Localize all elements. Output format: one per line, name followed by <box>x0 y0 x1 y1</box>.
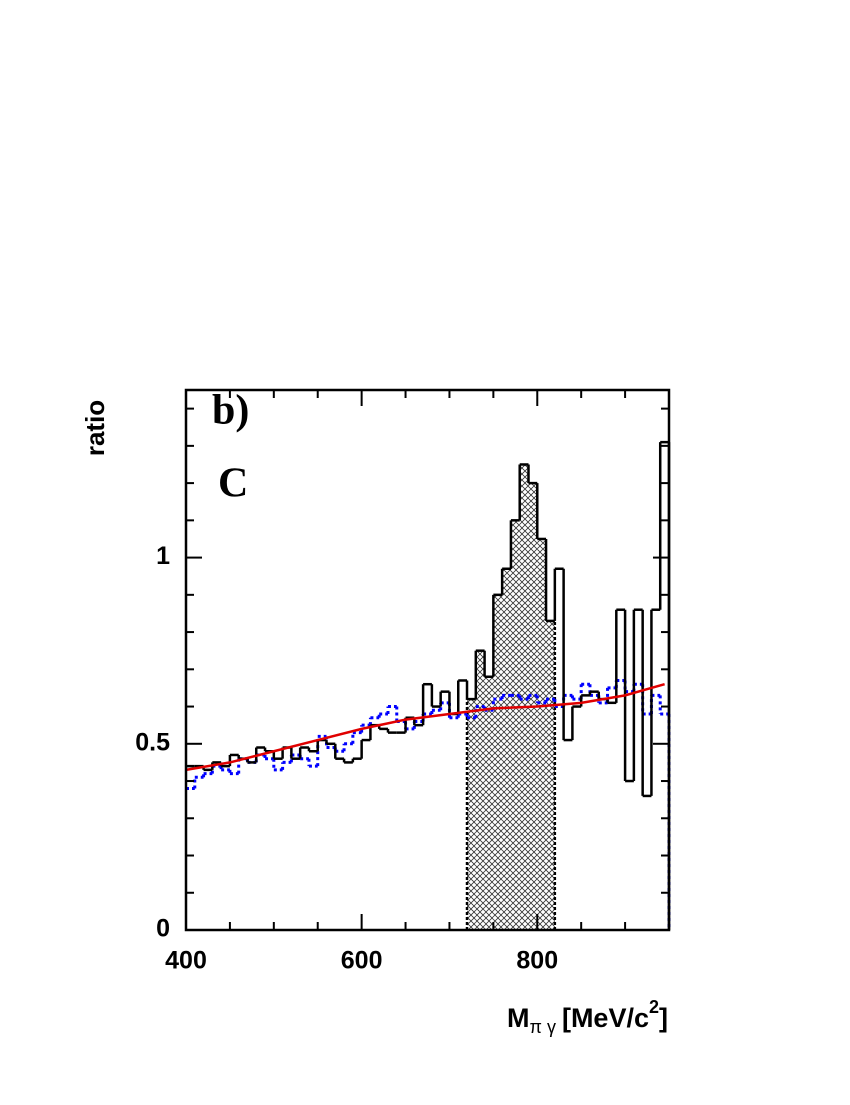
x-label-end: ] <box>659 1003 668 1033</box>
shaded-bin <box>475 650 485 930</box>
shaded-bin <box>467 699 476 930</box>
x-label-sub: π γ <box>530 1017 556 1037</box>
shaded-bin <box>537 538 547 930</box>
y-tick-label: 1 <box>156 542 170 570</box>
plot-frame <box>184 388 671 932</box>
x-label-sup: 2 <box>649 997 659 1017</box>
shaded-bin <box>502 568 511 930</box>
fit-curve <box>185 683 665 772</box>
shaded-bin <box>493 594 503 930</box>
x-label-main: M <box>507 1003 530 1033</box>
shaded-bin <box>519 464 529 930</box>
x-label-unit: [MeV/c <box>562 1003 649 1033</box>
shaded-bin <box>510 520 520 930</box>
y-tick-label: 0.5 <box>135 728 170 756</box>
shaded-bin <box>546 620 555 930</box>
annotation: C <box>218 461 248 507</box>
y-tick-label: 0 <box>156 915 170 943</box>
x-axis-label: Mπ γ [MeV/c2] <box>507 997 668 1037</box>
x-tick-label: 600 <box>341 947 383 975</box>
x-tick-label: 800 <box>516 947 558 975</box>
y-axis-label: ratio <box>80 400 110 456</box>
x-tick-label: 400 <box>165 947 207 975</box>
shaded-bin <box>484 676 494 930</box>
